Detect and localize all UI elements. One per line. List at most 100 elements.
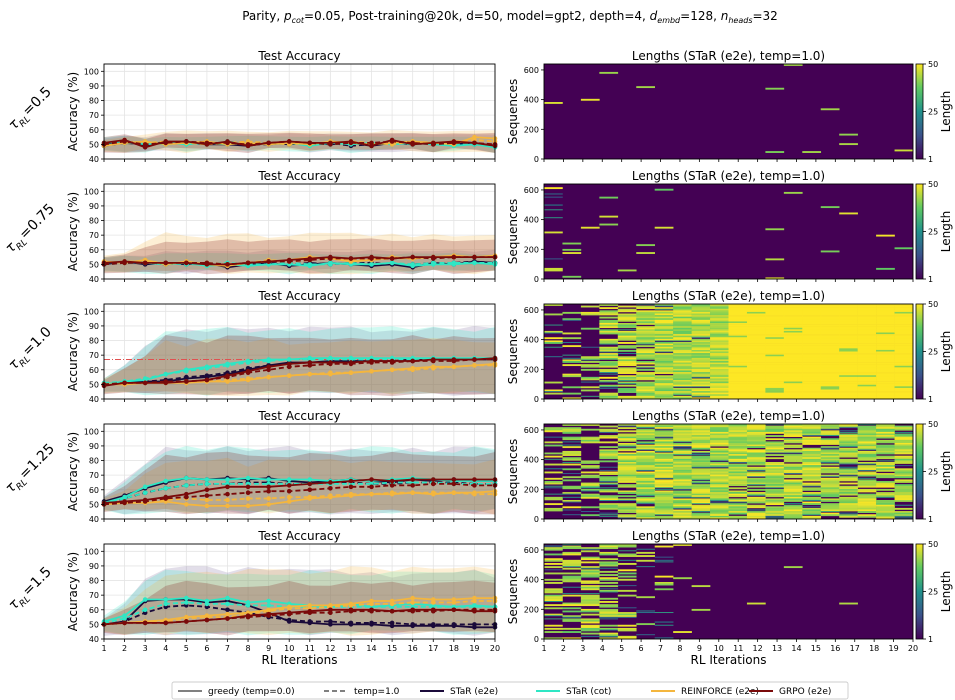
heatmap-cell (710, 367, 729, 370)
heatmap-cell (654, 327, 674, 330)
data-point-star_cot (328, 355, 333, 361)
heatmap-cell (857, 327, 877, 330)
heatmap-cell (710, 376, 729, 379)
heatmap-cell (544, 496, 563, 499)
heatmap-cell (544, 209, 563, 211)
heatmap-cell (562, 492, 582, 494)
heatmap-cell (673, 515, 692, 518)
heatmap-cell (654, 479, 674, 482)
heatmap-cell (820, 319, 840, 322)
heatmap-cell (783, 397, 803, 400)
heatmap-cell (765, 335, 785, 338)
heatmap-cell (802, 397, 822, 400)
heatmap-cell (820, 487, 840, 490)
y-tick-label: 50 (89, 140, 99, 149)
data-point-star_cot (184, 367, 189, 373)
heatmap-cell (820, 337, 840, 340)
heatmap-cell (894, 368, 914, 371)
heatmap-cell (820, 474, 840, 477)
heatmap-cell (839, 376, 858, 379)
data-point-star_cot (204, 477, 210, 482)
heatmap-cell (728, 477, 748, 480)
heatmap-cell (746, 441, 766, 444)
heatmap-cell (654, 504, 674, 507)
heatmap-cell (710, 431, 729, 434)
data-point-reinforce (348, 370, 354, 375)
heatmap-cell (544, 566, 563, 569)
data-point-grpo (348, 256, 354, 261)
heatmap-cell (654, 376, 674, 379)
heatmap-cell (857, 431, 877, 434)
heatmap-cell (746, 463, 766, 466)
heatmap-cell (599, 346, 619, 349)
panel-title: Lengths (STaR (e2e), temp=1.0) (632, 169, 825, 183)
heatmap-cell (857, 307, 877, 310)
data-point-star_cot (163, 478, 169, 484)
heatmap-cell (876, 455, 895, 458)
heatmap-cell (654, 495, 674, 498)
x-tick-label: 19 (888, 644, 898, 653)
heatmap-cell (857, 490, 877, 493)
heatmap-cell (876, 342, 895, 344)
heatmap-cell (710, 455, 729, 458)
heatmap-cell (617, 335, 637, 338)
heatmap-cell (820, 498, 840, 501)
heatmap-cell (746, 446, 766, 449)
heatmap-cell (876, 425, 895, 428)
heatmap-cell (617, 517, 637, 519)
heatmap-cell (654, 383, 674, 386)
heatmap-cell (728, 449, 748, 452)
y-axis-label: Sequences (506, 439, 520, 504)
heatmap-cell (599, 338, 619, 341)
heatmap-cell (636, 485, 655, 488)
heatmap-cell (746, 469, 766, 471)
heatmap-cell (728, 454, 748, 456)
heatmap-cell (783, 460, 803, 463)
heatmap-cell (839, 308, 858, 311)
heatmap-cell (783, 481, 803, 483)
heatmap-cell (746, 330, 766, 333)
heatmap-cell (636, 463, 655, 466)
heatmap-cell (839, 335, 858, 338)
heatmap-cell (654, 337, 674, 340)
heatmap-cell (876, 345, 895, 348)
heatmap-cell (617, 481, 637, 483)
heatmap-cell (691, 376, 711, 378)
heatmap-cell (876, 485, 895, 488)
heatmap-cell (710, 307, 729, 310)
heatmap-cell (857, 507, 877, 510)
heatmap-cell (544, 607, 563, 610)
heatmap-cell (728, 512, 748, 515)
heatmap-cell (894, 500, 914, 502)
heatmap-cell (636, 338, 655, 341)
heatmap-cell (839, 375, 858, 378)
colorbar-tick-label: 1 (928, 395, 933, 404)
heatmap-cell (894, 462, 914, 464)
data-point-reinforce (245, 496, 251, 501)
heatmap-cell (746, 356, 766, 359)
heatmap-cell (728, 372, 748, 374)
heatmap-cell (728, 439, 748, 442)
heatmap-cell (783, 356, 803, 359)
heatmap-cell (894, 455, 914, 458)
heatmap-cell (802, 383, 822, 386)
y-axis-label: Sequences (506, 559, 520, 624)
heatmap-cell (580, 428, 600, 431)
heatmap-cell (728, 397, 748, 400)
panel-title: Lengths (STaR (e2e), temp=1.0) (632, 49, 825, 63)
heatmap-cell (654, 507, 674, 510)
heatmap-cell (876, 463, 895, 466)
data-point-grpo (410, 477, 415, 482)
heatmap-cell (802, 438, 822, 441)
heatmap-cell (894, 389, 914, 392)
heatmap-cell (673, 338, 692, 341)
heatmap-cell (857, 485, 877, 488)
heatmap-cell (636, 446, 655, 449)
data-point-grpo (122, 499, 127, 504)
x-tick-label: 20 (490, 644, 500, 653)
heatmap-cell (617, 439, 637, 442)
heatmap-cell (562, 364, 582, 367)
heatmap-cell (710, 304, 729, 306)
heatmap-cell (839, 373, 858, 376)
heatmap-cell (820, 343, 840, 346)
